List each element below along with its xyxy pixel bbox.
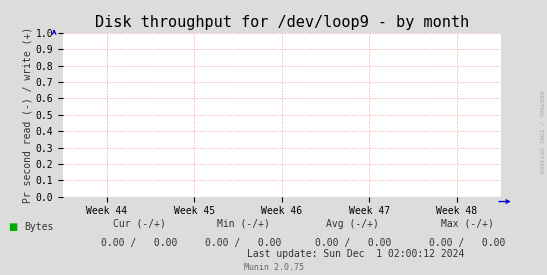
Text: 0.00 /   0.00: 0.00 / 0.00 [205,238,282,248]
Text: Max (-/+): Max (-/+) [441,219,494,229]
Title: Disk throughput for /dev/loop9 - by month: Disk throughput for /dev/loop9 - by mont… [95,15,469,31]
Text: Avg (-/+): Avg (-/+) [327,219,379,229]
Text: 0.00 /   0.00: 0.00 / 0.00 [315,238,391,248]
Text: Last update: Sun Dec  1 02:00:12 2024: Last update: Sun Dec 1 02:00:12 2024 [247,249,464,259]
Text: 0.00 /   0.00: 0.00 / 0.00 [101,238,178,248]
Text: 0.00 /   0.00: 0.00 / 0.00 [429,238,506,248]
Text: Min (-/+): Min (-/+) [217,219,270,229]
Text: RRDTOOL / TOBI OETIKER: RRDTOOL / TOBI OETIKER [538,91,543,173]
Text: ■: ■ [8,222,18,232]
Text: Bytes: Bytes [25,222,54,232]
Text: Munin 2.0.75: Munin 2.0.75 [243,263,304,272]
Y-axis label: Pr second read (-) / write (+): Pr second read (-) / write (+) [23,27,33,203]
Text: Cur (-/+): Cur (-/+) [113,219,166,229]
